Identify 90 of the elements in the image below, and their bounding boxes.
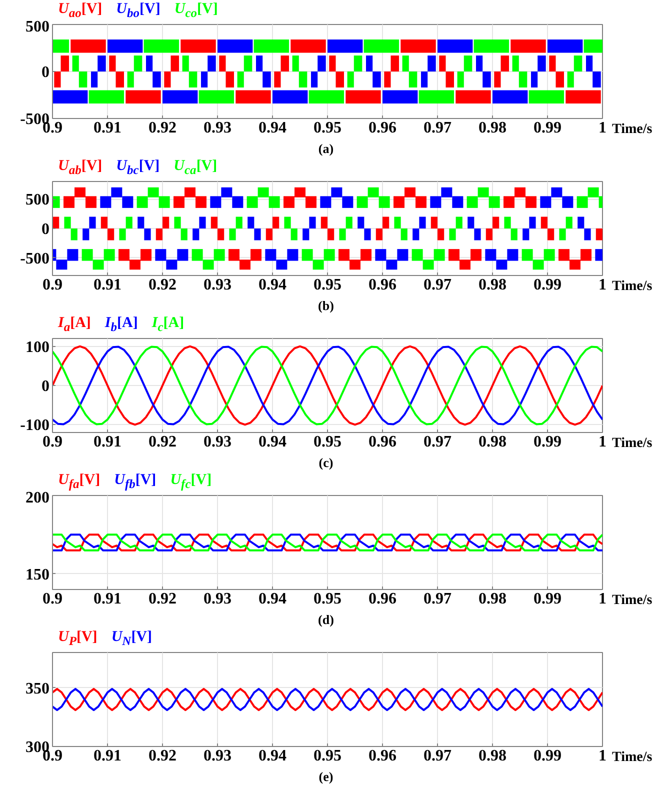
x-tick-label: 0.93: [204, 120, 232, 136]
x-tick-label: 0.91: [94, 590, 122, 608]
x-tick-label: 0.94: [258, 120, 286, 136]
text: U$_{fc}$[V]: [170, 472, 212, 491]
y-tick-label: 0: [42, 221, 50, 238]
x-tick-label: 0.9: [42, 434, 62, 450]
x-tick-label: 0.93: [204, 434, 232, 450]
x-tick-label: 0.95: [314, 276, 342, 294]
x-axis-title: Time/s: [612, 435, 652, 453]
x-tick-label: 0.92: [148, 590, 176, 608]
x-tick-label: 0.96: [368, 434, 396, 450]
text: (b): [318, 298, 334, 313]
series-label: I$_{a}$[A]: [58, 315, 91, 334]
x-tick-label: 0.94: [258, 434, 286, 450]
x-axis-title: Time/s: [612, 592, 652, 610]
x-tick-label: 0.99: [534, 590, 562, 608]
x-tick-label: 0.97: [424, 276, 452, 294]
x-tick-label: 1: [598, 120, 606, 136]
x-tick-label: 0.96: [368, 748, 396, 764]
y-tick-label: -500: [20, 250, 50, 268]
text: U$_{fb}$[V]: [114, 472, 156, 491]
x-tick-label: 0.98: [478, 590, 506, 608]
text: (c): [318, 455, 334, 470]
x-axis-title: Time/s: [612, 278, 652, 296]
series-label: I$_{b}$[A]: [104, 315, 138, 334]
x-tick-label: 0.91: [94, 748, 122, 764]
x-tick-label: 0.9: [42, 590, 62, 608]
x-tick-label: 0.92: [148, 434, 176, 450]
text: U$_{fa}$[V]: [58, 472, 100, 491]
text: (d): [318, 612, 334, 627]
x-tick-label: 0.92: [148, 276, 176, 294]
x-tick-label: 1: [598, 590, 606, 608]
x-tick-label: 0.92: [148, 120, 176, 136]
x-tick-label: 0.94: [258, 276, 286, 294]
line-series: [52, 534, 602, 552]
x-tick-label: 0.98: [478, 276, 506, 294]
legend-label: U$_{ca}$[V]: [174, 158, 218, 177]
x-axis-title: Time/s: [612, 121, 652, 139]
text: (a): [318, 141, 334, 156]
x-tick-label: 0.97: [424, 434, 452, 450]
y-tick-label: 500: [26, 18, 50, 36]
x-tick-label: 0.91: [94, 276, 122, 294]
x-tick-label: 0.91: [94, 120, 122, 136]
x-tick-label: 0.93: [204, 590, 232, 608]
y-tick-label: 500: [26, 192, 50, 209]
x-tick-label: 0.97: [424, 590, 452, 608]
y-tick-label: 100: [26, 338, 50, 356]
x-tick-label: 0.91: [94, 434, 122, 450]
y-tick-label: 0: [42, 64, 50, 81]
series-label: I$_{c}$[A]: [152, 315, 184, 334]
x-tick-label: 1: [598, 276, 606, 294]
text: U$_{N}$[V]: [111, 629, 152, 648]
x-tick-label: 0.98: [478, 748, 506, 764]
x-tick-label: 0.97: [424, 120, 452, 136]
x-tick-label: 0.97: [424, 748, 452, 764]
x-tick-label: 0.94: [258, 590, 286, 608]
legend-label: U$_{co}$[V]: [174, 1, 218, 20]
x-tick-label: 0.95: [314, 120, 342, 136]
x-tick-label: 0.93: [204, 748, 232, 764]
x-tick-label: 0.98: [478, 434, 506, 450]
y-tick-label: 0: [42, 378, 50, 395]
legend-label: U$_{bo}$[V]: [116, 1, 160, 20]
text: U$_{P}$[V]: [58, 629, 98, 648]
text: (e): [318, 769, 334, 784]
x-tick-label: 0.96: [368, 590, 396, 608]
line-series: [52, 688, 602, 712]
x-tick-label: 0.92: [148, 748, 176, 764]
x-tick-label: 0.95: [314, 590, 342, 608]
x-tick-label: 1: [598, 748, 606, 764]
x-tick-label: 0.99: [534, 276, 562, 294]
x-tick-label: 0.96: [368, 120, 396, 136]
legend-label: U$_{ao}$[V]: [58, 1, 102, 20]
x-tick-label: 0.99: [534, 120, 562, 136]
y-tick-label: -100: [20, 417, 50, 434]
x-tick-label: 0.96: [368, 276, 396, 294]
x-tick-label: 0.93: [204, 276, 232, 294]
y-tick-label: 350: [26, 680, 50, 698]
x-axis-title: Time/s: [612, 749, 652, 767]
x-tick-label: 0.95: [314, 748, 342, 764]
legend-label: U$_{bc}$[V]: [116, 158, 160, 177]
y-tick-label: 150: [26, 566, 50, 584]
x-tick-label: 0.99: [534, 748, 562, 764]
x-tick-label: 0.94: [258, 748, 286, 764]
legend-label: U$_{ab}$[V]: [58, 158, 102, 177]
x-tick-label: 0.95: [314, 434, 342, 450]
x-tick-label: 0.98: [478, 120, 506, 136]
x-tick-label: 0.99: [534, 434, 562, 450]
y-tick-label: 200: [26, 490, 50, 506]
x-tick-label: 1: [598, 434, 606, 450]
x-tick-label: 0.9: [42, 276, 62, 294]
